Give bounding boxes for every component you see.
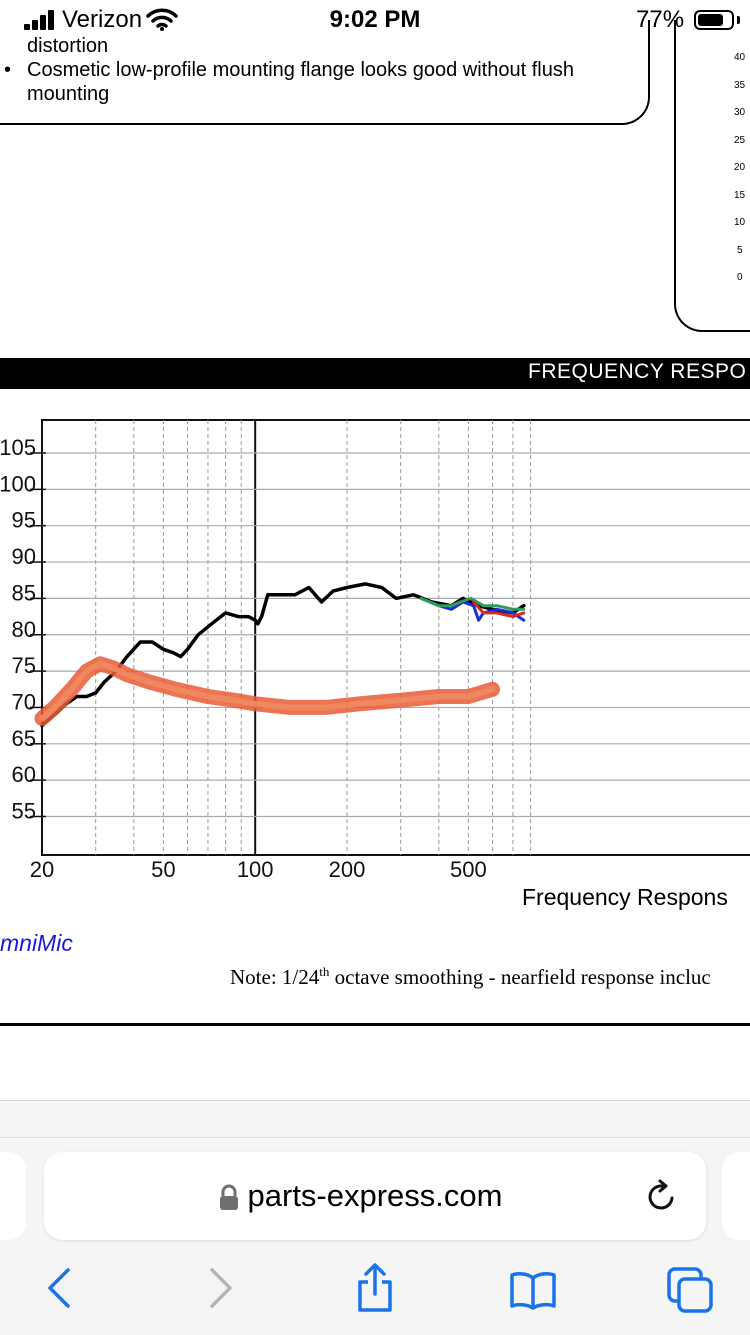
- note-prefix: Note: 1/24: [230, 965, 320, 989]
- feature-box: [0, 20, 650, 125]
- series-line-nearfield-texture: [39, 660, 496, 722]
- note-superscript: th: [319, 964, 330, 979]
- url-text[interactable]: parts-express.com: [247, 1178, 503, 1213]
- side-chart-tick-label: 10: [734, 217, 746, 228]
- y-tick-label: 80: [12, 617, 36, 642]
- side-chart-tick-label: 25: [734, 134, 746, 146]
- side-chart-box: [674, 20, 750, 332]
- smoothing-note: Note: 1/24th octave smoothing - nearfiel…: [230, 964, 711, 990]
- y-tick-label: 90: [12, 544, 36, 569]
- side-chart-tick-label: 5: [737, 244, 743, 256]
- address-bar[interactable]: [44, 1152, 706, 1240]
- tabs-icon[interactable]: [666, 1266, 714, 1314]
- forward-icon[interactable]: [206, 1266, 236, 1310]
- section-divider: [0, 1023, 750, 1026]
- y-tick-label: 100: [0, 471, 36, 496]
- bookmarks-icon[interactable]: [509, 1270, 557, 1310]
- reload-icon[interactable]: [645, 1178, 679, 1214]
- toolbar-separator: [0, 1137, 750, 1138]
- x-tick-label: 20: [30, 857, 54, 880]
- series-line: [472, 600, 526, 619]
- clock: 9:02 PM: [329, 6, 421, 33]
- series-line: [419, 596, 526, 611]
- previous-tab-preview[interactable]: [0, 1152, 26, 1240]
- battery-cap: [737, 16, 740, 24]
- software-label: mniMic: [0, 930, 73, 956]
- x-tick-label: 200: [329, 857, 366, 880]
- section-header-bar: [0, 358, 750, 389]
- frequency-response-chart: 105 100 95 90 85 80 75 70 65 60 55 20 50 100 200 500: [0, 419, 750, 880]
- next-tab-preview[interactable]: [722, 1152, 750, 1240]
- share-icon[interactable]: [354, 1262, 396, 1314]
- y-tick-label: 95: [12, 508, 36, 533]
- carrier-name: Verizon: [62, 6, 143, 33]
- x-tick-label: 50: [151, 857, 175, 880]
- y-tick-label: 75: [12, 653, 36, 678]
- side-chart-tick-label: 20: [734, 162, 746, 173]
- y-tick-label: 105: [0, 435, 36, 460]
- bullet-line-2: mounting: [27, 83, 110, 105]
- y-tick-label: 70: [12, 689, 36, 714]
- series-line: [419, 596, 526, 622]
- side-chart-tick-label: 0: [737, 272, 743, 283]
- back-icon[interactable]: [44, 1266, 74, 1310]
- battery-level: [698, 14, 723, 26]
- bullet-marker: •: [4, 59, 12, 81]
- side-chart-tick-label: 40: [734, 52, 746, 63]
- x-axis-caption: Frequency Respons: [522, 884, 728, 910]
- side-chart-tick-label: 15: [734, 189, 746, 201]
- cellular-signal-icon: [24, 10, 54, 30]
- plot-area: [41, 419, 750, 856]
- x-tick-label: 500: [450, 857, 487, 880]
- y-tick-label: 65: [12, 726, 36, 751]
- lock-icon: [220, 1184, 238, 1210]
- bullet-line-1: Cosmetic low-profile mounting flange loo…: [27, 59, 574, 81]
- feature-fragment: distortion: [27, 35, 109, 57]
- side-chart-tick-label: 35: [734, 79, 746, 91]
- side-chart-tick-label: 30: [734, 107, 746, 118]
- wifi-icon: [146, 8, 178, 31]
- note-suffix: octave smoothing - nearfield response in…: [329, 965, 711, 989]
- y-tick-label: 55: [12, 799, 36, 824]
- section-header-title: FREQUENCY RESPO: [528, 360, 747, 383]
- y-tick-label: 60: [12, 762, 36, 787]
- y-tick-label: 85: [12, 580, 36, 605]
- x-tick-label: 100: [237, 857, 274, 880]
